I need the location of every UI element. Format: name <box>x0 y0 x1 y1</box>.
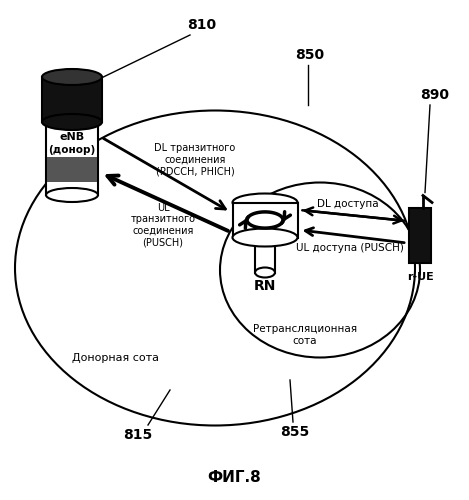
Ellipse shape <box>42 69 102 85</box>
Text: 855: 855 <box>280 425 310 439</box>
Text: UL
транзитного
соединения
(PUSCH): UL транзитного соединения (PUSCH) <box>130 202 196 248</box>
Text: RN: RN <box>254 280 276 293</box>
Text: Ретрансляционная
сота: Ретрансляционная сота <box>253 324 357 346</box>
Text: Донорная сота: Донорная сота <box>71 353 159 363</box>
Bar <box>47 156 97 182</box>
Text: UL доступа (PUSCH): UL доступа (PUSCH) <box>296 243 404 253</box>
Text: 850: 850 <box>295 48 325 62</box>
Bar <box>233 202 297 237</box>
Ellipse shape <box>233 194 297 212</box>
Text: eNB: eNB <box>60 132 84 142</box>
Text: DL доступа: DL доступа <box>317 199 379 209</box>
Text: 815: 815 <box>123 428 152 442</box>
Ellipse shape <box>42 114 102 130</box>
Ellipse shape <box>233 228 297 246</box>
Bar <box>255 242 275 272</box>
Ellipse shape <box>46 188 98 202</box>
Text: r-UE: r-UE <box>407 272 433 282</box>
Ellipse shape <box>255 268 275 278</box>
Bar <box>409 208 431 262</box>
Ellipse shape <box>46 108 98 122</box>
Bar <box>46 115 98 195</box>
Text: ФИГ.8: ФИГ.8 <box>207 470 261 486</box>
Text: DL транзитного
соединения
(PDCCH, PHICH): DL транзитного соединения (PDCCH, PHICH) <box>154 144 235 176</box>
Text: 810: 810 <box>188 18 217 32</box>
Bar <box>42 77 102 122</box>
Text: 890: 890 <box>421 88 449 102</box>
Text: (донор): (донор) <box>48 145 96 155</box>
